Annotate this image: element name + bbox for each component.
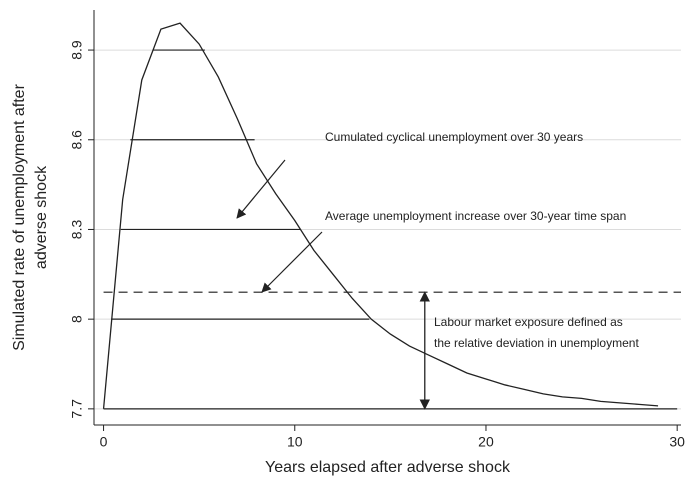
x-tick-label: 20	[478, 434, 494, 450]
annotation-arrow	[261, 231, 323, 293]
x-tick-label: 0	[100, 434, 108, 450]
y-tick-label: 8	[69, 315, 85, 323]
x-tick-label: 10	[287, 434, 303, 450]
y-tick-label: 8.3	[69, 220, 85, 240]
y-tick-label: 7.7	[69, 399, 85, 419]
y-tick-label: 8.6	[69, 130, 85, 150]
x-axis-label: Years elapsed after adverse shock	[265, 459, 511, 476]
annotation: Average unemployment increase over 30-ye…	[325, 209, 626, 223]
annotation-arrow	[236, 159, 286, 219]
annotation: Labour market exposure defined as	[434, 315, 623, 329]
line-series	[102, 22, 659, 409]
annotation: Cumulated cyclical unemployment over 30 …	[325, 130, 583, 144]
x-tick-label: 30	[669, 434, 685, 450]
y-axis-label: Simulated rate of unemployment after	[11, 83, 28, 350]
annotation: the relative deviation in unemployment	[434, 336, 639, 350]
y-tick-label: 8.9	[69, 40, 85, 60]
y-axis-label: adverse shock	[33, 165, 50, 269]
